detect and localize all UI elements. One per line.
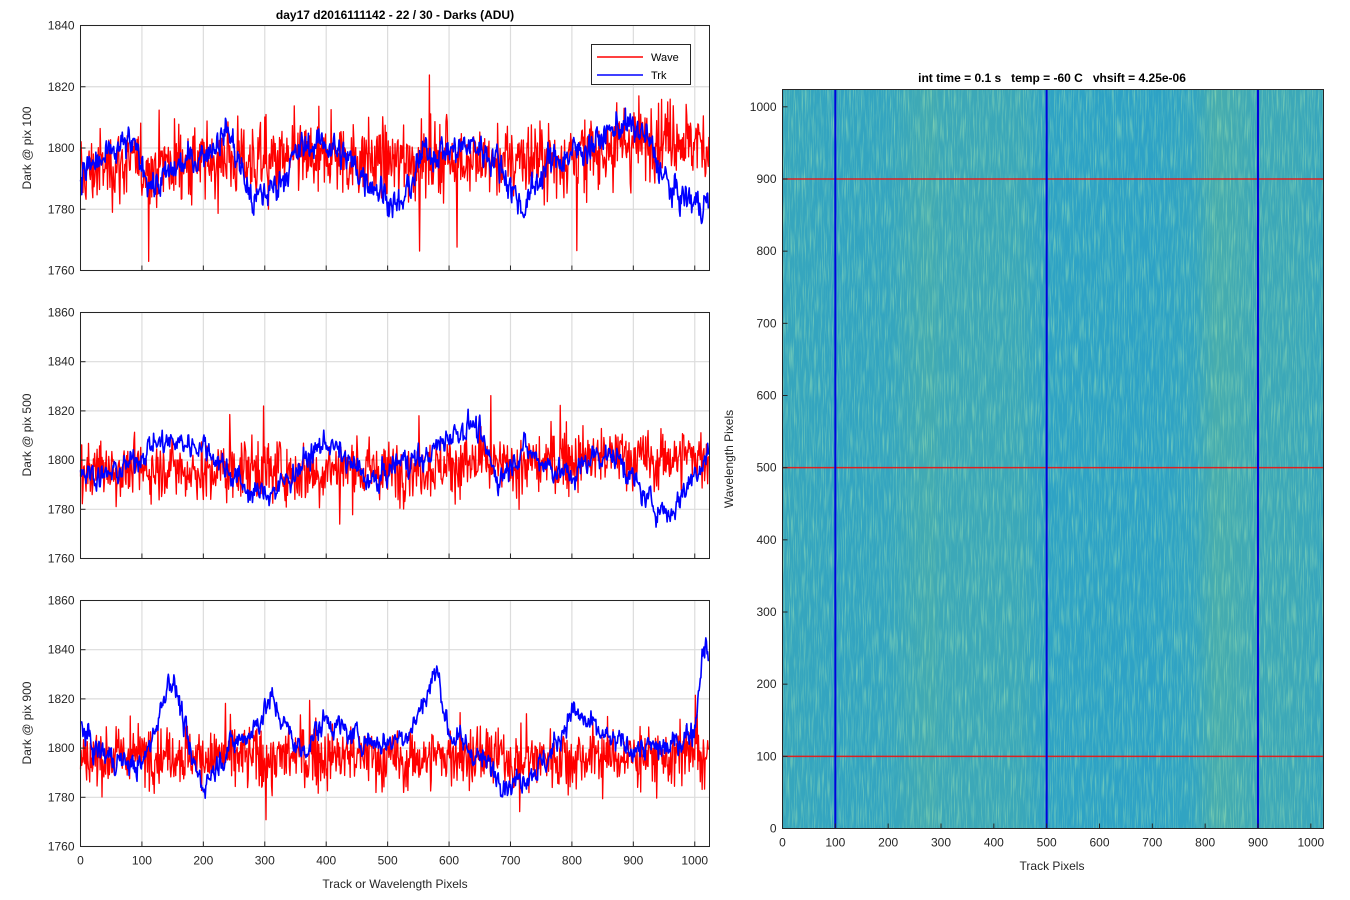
series-wave-line bbox=[79, 694, 710, 821]
y-tick-label: 500 bbox=[756, 461, 776, 475]
x-tick-label: 0 bbox=[779, 836, 786, 850]
x-tick-label: 1000 bbox=[1297, 836, 1324, 850]
x-axis-label: Track or Wavelength Pixels bbox=[322, 877, 467, 891]
series-group bbox=[79, 395, 710, 528]
y-tick-label: 100 bbox=[756, 749, 776, 763]
x-tick-label: 700 bbox=[1142, 836, 1162, 850]
x-tick-label: 900 bbox=[623, 854, 643, 868]
x-tick-label: 900 bbox=[1248, 836, 1268, 850]
y-tick-label: 1760 bbox=[48, 264, 75, 278]
x-tick-label: 400 bbox=[316, 854, 336, 868]
marker-lines bbox=[782, 89, 1324, 829]
y-tick-label: 700 bbox=[756, 316, 776, 330]
x-tick-label: 300 bbox=[931, 836, 951, 850]
x-tick-label: 100 bbox=[132, 854, 152, 868]
x-tick-label: 200 bbox=[193, 854, 213, 868]
series-trk-line bbox=[79, 408, 710, 528]
y-tick-label: 1800 bbox=[48, 741, 75, 755]
x-tick-label: 600 bbox=[1089, 836, 1109, 850]
y-tick-label: 900 bbox=[756, 172, 776, 186]
series-group bbox=[79, 74, 710, 263]
y-tick-label: 1000 bbox=[750, 100, 777, 114]
y-tick-label: 1820 bbox=[48, 404, 75, 418]
x-tick-label: 100 bbox=[825, 836, 845, 850]
y-tick-label: 1800 bbox=[48, 141, 75, 155]
axes-box bbox=[80, 312, 710, 559]
y-tick-label: 1760 bbox=[48, 840, 75, 854]
panel-dark-pix-900: 0 100 200 300 400 500 600 700 800 900 1000 1760 1780… bbox=[20, 594, 710, 891]
x-tick-label: 0 bbox=[77, 854, 84, 868]
series-trk-line bbox=[79, 637, 710, 800]
legend-label-wave: Wave bbox=[651, 52, 679, 64]
y-tick-label: 1780 bbox=[48, 790, 75, 804]
x-tick-label: 300 bbox=[255, 854, 275, 868]
y-axis-label: Dark @ pix 100 bbox=[20, 106, 34, 189]
y-tick-label: 1840 bbox=[48, 19, 75, 33]
y-tick-label: 1860 bbox=[48, 306, 75, 320]
heatmap-y-axis-label: Wavelength Pixels bbox=[722, 410, 736, 508]
y-axis-label: Dark @ pix 900 bbox=[20, 681, 34, 764]
y-axis-label: Dark @ pix 500 bbox=[20, 393, 34, 476]
panel-dark-pix-100: day17 d2016111142 - 22 / 30 - Darks (ADU… bbox=[20, 8, 710, 278]
grid bbox=[79, 599, 710, 848]
tick-labels: 1760 1780 1800 1820 1840 1860 bbox=[48, 306, 696, 566]
y-tick-label: 200 bbox=[756, 677, 776, 691]
x-tick-label: 500 bbox=[378, 854, 398, 868]
y-tick-label: 1760 bbox=[48, 552, 75, 566]
panel-heatmap: int time = 0.1 s temp = -60 C vhsift = 4… bbox=[722, 71, 1324, 873]
y-tick-label: 400 bbox=[756, 533, 776, 547]
series-wave-line bbox=[79, 74, 710, 263]
y-tick-label: 1780 bbox=[48, 202, 75, 216]
heatmap-title: int time = 0.1 s temp = -60 C vhsift = 4… bbox=[918, 71, 1186, 85]
x-tick-label: 500 bbox=[1037, 836, 1057, 850]
y-tick-label: 1800 bbox=[48, 453, 75, 467]
x-tick-label: 800 bbox=[562, 854, 582, 868]
y-tick-label: 300 bbox=[756, 605, 776, 619]
y-tick-label: 1780 bbox=[48, 502, 75, 516]
x-tick-label: 800 bbox=[1195, 836, 1215, 850]
x-tick-label: 700 bbox=[500, 854, 520, 868]
panel-dark-pix-500: 1760 1780 1800 1820 1840 1860 Dark @ pix 500 bbox=[20, 306, 710, 566]
tick-labels: 0 100 200 300 400 500 600 700 800 900 1000 0 100 200 3… bbox=[750, 100, 1325, 850]
x-tick-label: 400 bbox=[984, 836, 1004, 850]
legend-label-trk: Trk bbox=[651, 70, 667, 82]
series-group bbox=[79, 637, 710, 821]
y-tick-label: 1820 bbox=[48, 80, 75, 94]
y-tick-label: 1860 bbox=[48, 594, 75, 608]
y-tick-label: 1820 bbox=[48, 692, 75, 706]
figure-title: day17 d2016111142 - 22 / 30 - Darks (ADU… bbox=[276, 8, 514, 22]
legend-box bbox=[591, 44, 691, 85]
x-tick-label: 600 bbox=[439, 854, 459, 868]
axes-box bbox=[782, 89, 1324, 829]
legend: Wave Trk bbox=[591, 44, 691, 85]
y-tick-label: 1840 bbox=[48, 643, 75, 657]
heatmap-noise bbox=[783, 90, 1323, 828]
tick-labels: 0 100 200 300 400 500 600 700 800 900 1000 1760 1780… bbox=[48, 594, 709, 868]
tick-labels: 1760 1780 1800 1820 1840 bbox=[48, 19, 696, 278]
heatmap-x-axis-label: Track Pixels bbox=[1020, 859, 1085, 873]
y-tick-label: 600 bbox=[756, 388, 776, 402]
y-tick-label: 800 bbox=[756, 244, 776, 258]
axes-box bbox=[80, 600, 710, 847]
x-tick-label: 200 bbox=[878, 836, 898, 850]
y-tick-label: 1840 bbox=[48, 355, 75, 369]
x-tick-label: 1000 bbox=[681, 854, 708, 868]
y-tick-label: 0 bbox=[770, 822, 777, 836]
series-trk-line bbox=[79, 107, 710, 225]
